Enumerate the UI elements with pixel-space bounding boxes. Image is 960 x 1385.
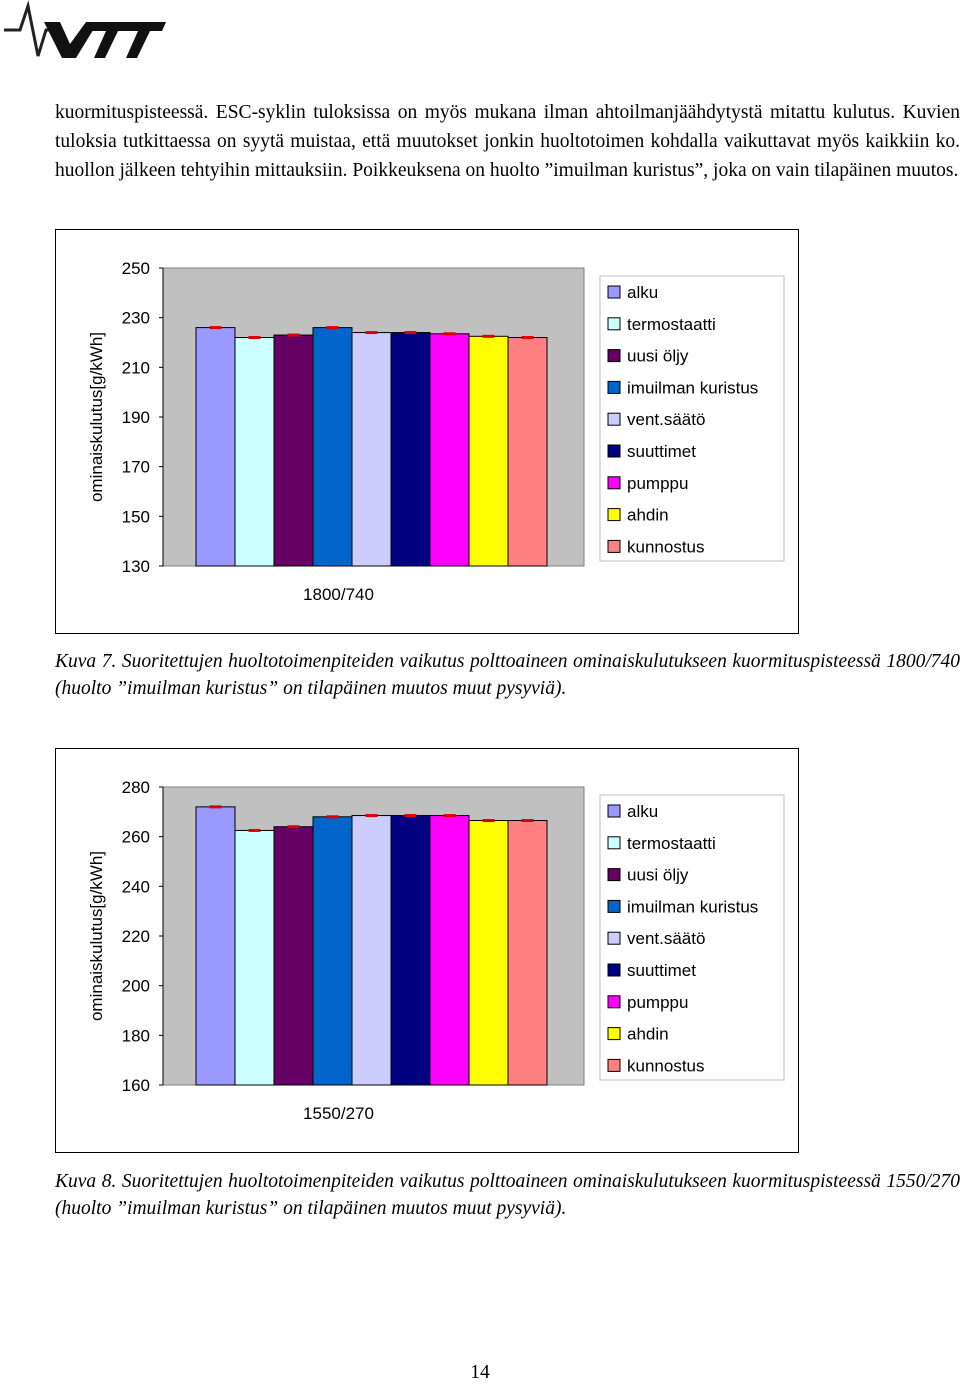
x-category-label: 1800/740 [303, 585, 374, 604]
legend-swatch [607, 444, 621, 458]
legend-swatch [607, 380, 621, 394]
bar-alku [195, 806, 236, 1086]
bar-termostaatti [234, 337, 275, 567]
y-tick-label: 130 [122, 557, 150, 576]
y-tick-label: 240 [122, 877, 150, 896]
bar-termostaatti [234, 829, 275, 1086]
page-number: 14 [470, 1362, 490, 1383]
bar-vent-s-t- [351, 815, 392, 1086]
bar-ahdin [468, 335, 509, 567]
chart-2: 160 180 200 220 240 260 280 ominaiskulutus[g/kW… [87, 778, 785, 1123]
legend-swatch [607, 899, 621, 913]
chart-frame-1: 130 150 170 190 210 230 250 ominaiskulutus[g/kW… [55, 229, 799, 634]
y-tick-label: 170 [122, 458, 150, 477]
y-tick-label: 160 [122, 1076, 150, 1095]
legend-swatch [607, 412, 621, 426]
bar-ahdin [468, 820, 509, 1086]
legend-swatch [607, 285, 621, 299]
bar-kunnostus [507, 820, 548, 1086]
y-tick-label: 210 [122, 358, 150, 377]
legend-label: uusi öljy [627, 347, 689, 366]
chart-1: 130 150 170 190 210 230 250 ominaiskulutus[g/kW… [87, 259, 785, 604]
caption-figure-8: Kuva 8. Suoritettujen huoltotoimenpiteid… [55, 1171, 960, 1219]
legend-swatch [607, 1027, 621, 1041]
bar-suuttimet [390, 332, 431, 567]
legend-label: ahdin [627, 1025, 669, 1044]
y-tick-label: 190 [122, 408, 150, 427]
y-tick-label: 200 [122, 977, 150, 996]
legend-label: kunnostus [627, 537, 705, 556]
legend-swatch [607, 931, 621, 945]
legend-swatch [607, 317, 621, 331]
bar-imuilman-kuristus [312, 816, 353, 1086]
bar-uusi-ljy [273, 334, 314, 567]
bar-alku [195, 327, 236, 567]
legend-label: pumppu [627, 993, 688, 1012]
legend-swatch [607, 995, 621, 1009]
legend-label: alku [627, 283, 658, 302]
y-tick-label: 230 [122, 309, 150, 328]
legend-swatch [607, 508, 621, 522]
legend-label: vent.säätö [627, 410, 705, 429]
legend-label: kunnostus [627, 1056, 705, 1075]
x-category-label: 1550/270 [303, 1104, 374, 1123]
y-tick-label: 150 [122, 507, 150, 526]
legend-swatch [607, 804, 621, 818]
vtt-logo [4, 0, 166, 58]
y-tick-label: 220 [122, 927, 150, 946]
bar-kunnostus [507, 337, 548, 567]
legend-label: termostaatti [627, 834, 716, 853]
legend-label: ahdin [627, 506, 669, 525]
y-tick-label: 260 [122, 828, 150, 847]
legend-swatch [607, 476, 621, 490]
y-axis-label: ominaiskulutus[g/kWh] [87, 332, 106, 502]
legend-label: uusi öljy [627, 866, 689, 885]
legend [599, 794, 785, 1081]
legend-label: vent.säätö [627, 929, 705, 948]
bar-suuttimet [390, 815, 431, 1086]
y-tick-label: 180 [122, 1026, 150, 1045]
legend-swatch [607, 539, 621, 553]
y-tick-label: 250 [122, 259, 150, 278]
legend-swatch [607, 836, 621, 850]
bar-pumppu [429, 333, 470, 567]
legend-swatch [607, 868, 621, 882]
legend-swatch [607, 349, 621, 363]
legend-label: suuttimet [627, 961, 696, 980]
legend [599, 275, 785, 562]
legend-label: termostaatti [627, 315, 716, 334]
bar-uusi-ljy [273, 826, 314, 1086]
bar-vent-s-t- [351, 332, 392, 567]
chart-frame-2: 160 180 200 220 240 260 280 ominaiskulutus[g/kW… [55, 748, 799, 1153]
legend-label: alku [627, 802, 658, 821]
legend-label: suuttimet [627, 442, 696, 461]
legend-label: imuilman kuristus [627, 897, 758, 916]
legend-label: imuilman kuristus [627, 378, 758, 397]
legend-swatch [607, 963, 621, 977]
y-tick-label: 280 [122, 778, 150, 797]
legend-label: pumppu [627, 474, 688, 493]
bar-imuilman-kuristus [312, 327, 353, 567]
body-paragraph: kuormituspisteessä. ESC-syklin tuloksiss… [55, 102, 960, 181]
legend-swatch [607, 1058, 621, 1072]
bar-pumppu [429, 815, 470, 1086]
y-axis-label: ominaiskulutus[g/kWh] [87, 851, 106, 1021]
caption-figure-7: Kuva 7. Suoritettujen huoltotoimenpiteid… [55, 651, 960, 699]
